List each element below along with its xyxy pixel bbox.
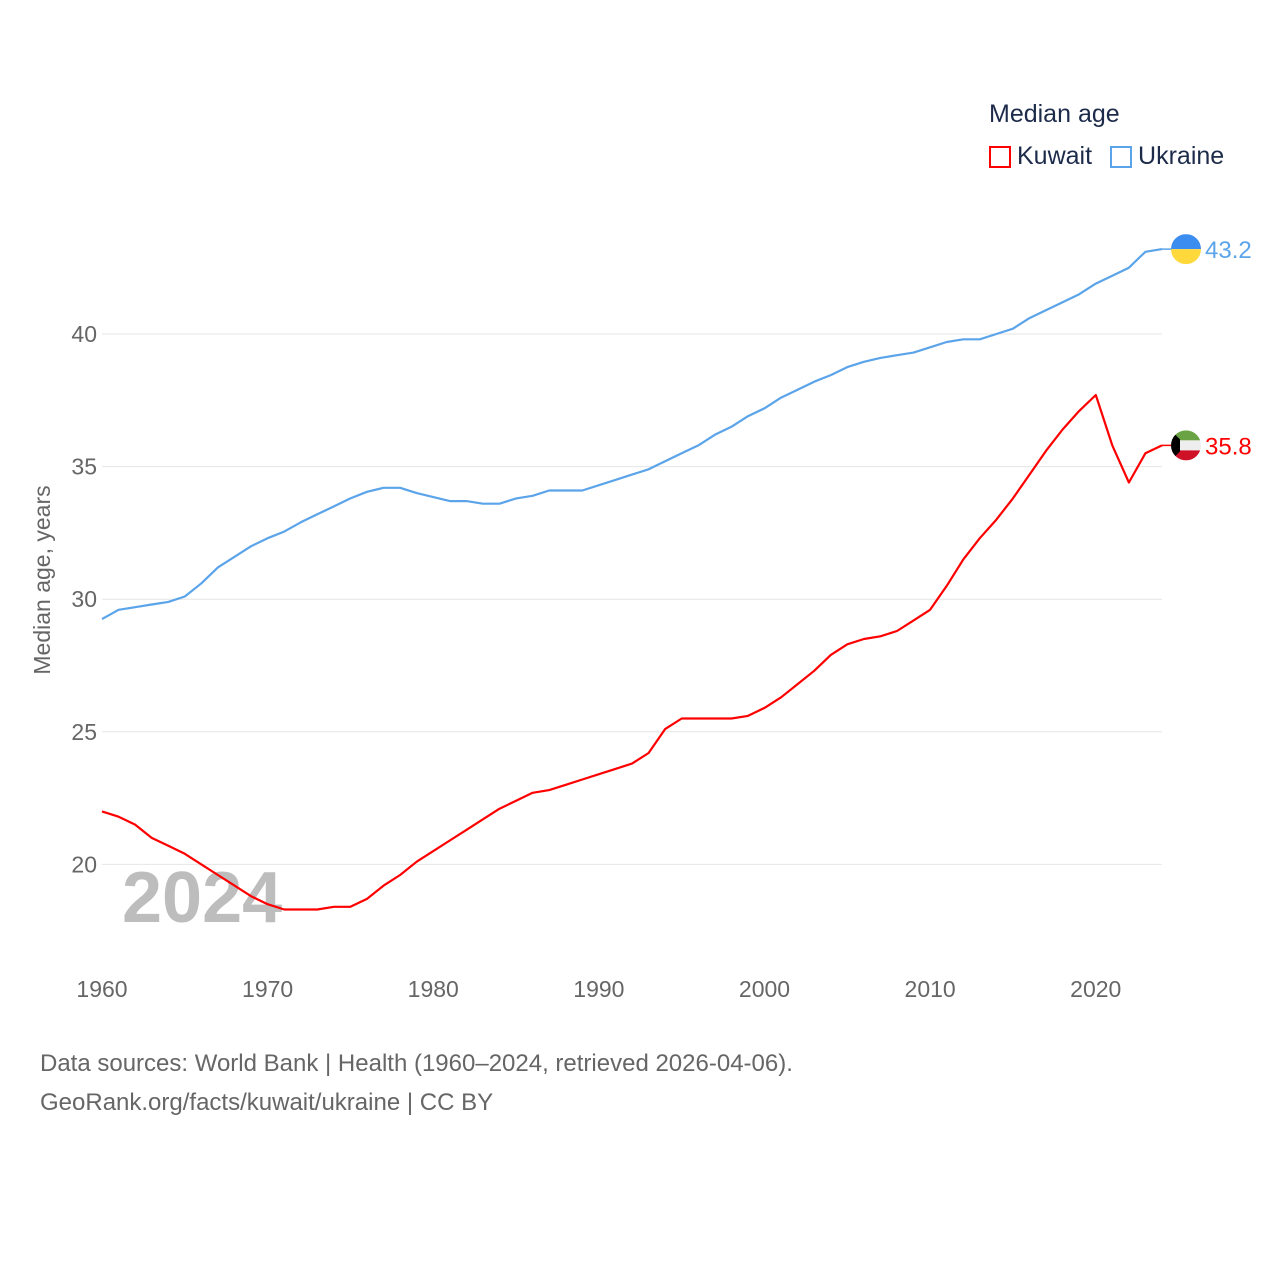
legend-swatch-kuwait [989, 145, 1011, 168]
y-tick-label: 35 [71, 454, 97, 480]
flag-icon-kuwait [1171, 430, 1201, 461]
end-value-label-kuwait: 35.8 [1205, 433, 1252, 460]
source-link[interactable]: GeoRank.org/facts/kuwait/ukraine | CC BY [40, 1089, 494, 1116]
legend: Kuwait Ukraine [989, 142, 1224, 171]
x-tick-label: 2000 [739, 976, 790, 1002]
legend-title: Median age [989, 100, 1120, 128]
legend-label-ukraine: Ukraine [1138, 142, 1225, 170]
x-tick-label: 1990 [573, 976, 624, 1002]
series-line-ukraine [101, 248, 1163, 621]
x-tick-label: 1970 [242, 976, 293, 1002]
end-value-label-ukraine: 43.2 [1205, 237, 1252, 264]
legend-item-kuwait[interactable]: Kuwait [989, 142, 1092, 171]
x-tick-label: 1960 [76, 976, 127, 1002]
year-watermark: 2024 [122, 858, 282, 938]
x-tick-label: 2020 [1070, 976, 1121, 1002]
y-axis-label: Median age, years [29, 485, 55, 674]
series-line-kuwait [101, 393, 1163, 911]
y-tick-label: 40 [71, 321, 97, 347]
flag-icon-ukraine [1171, 234, 1201, 265]
legend-swatch-ukraine [1110, 145, 1133, 168]
footer: Data sources: World Bank | Health (1960–… [40, 1044, 793, 1122]
x-tick-label: 2010 [905, 976, 956, 1002]
y-tick-label: 25 [71, 719, 97, 745]
legend-item-ukraine[interactable]: Ukraine [1110, 142, 1224, 171]
y-tick-label: 30 [71, 586, 97, 612]
data-sources: Data sources: World Bank | Health (1960–… [40, 1050, 793, 1077]
legend-label-kuwait: Kuwait [1017, 142, 1093, 170]
x-tick-label: 1980 [408, 976, 459, 1002]
y-tick-label: 20 [71, 851, 97, 877]
